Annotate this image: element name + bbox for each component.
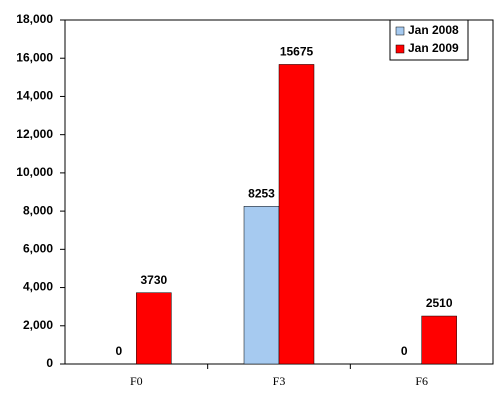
bar [278, 64, 315, 365]
y-tick-label: 18,000 [16, 12, 53, 26]
legend-box [389, 19, 469, 61]
value-label: 8253 [248, 186, 275, 200]
y-tick-label: 16,000 [16, 50, 53, 64]
x-tick-label: F6 [415, 374, 428, 388]
y-tick-label: 0 [46, 356, 53, 370]
value-label: 15675 [280, 45, 314, 59]
legend-label: Jan 2008 [408, 23, 459, 37]
y-tick-label: 6,000 [23, 242, 53, 256]
bar [421, 315, 457, 365]
y-tick-label: 10,000 [16, 165, 53, 179]
value-label: 3730 [140, 273, 167, 287]
y-tick-label: 14,000 [16, 89, 53, 103]
value-label: 0 [401, 344, 408, 358]
y-tick-label: 4,000 [23, 280, 53, 294]
legend-swatch [395, 26, 405, 36]
bar [136, 292, 172, 365]
legend-swatch [395, 44, 405, 54]
value-label: 2510 [426, 296, 453, 310]
x-tick-label: F0 [130, 374, 143, 388]
bar [243, 206, 280, 365]
y-tick-label: 2,000 [23, 318, 53, 332]
x-tick-label: F3 [273, 374, 286, 388]
legend-label: Jan 2009 [408, 41, 459, 55]
value-label: 0 [115, 344, 122, 358]
y-tick-label: 8,000 [23, 203, 53, 217]
y-tick-label: 12,000 [16, 127, 53, 141]
